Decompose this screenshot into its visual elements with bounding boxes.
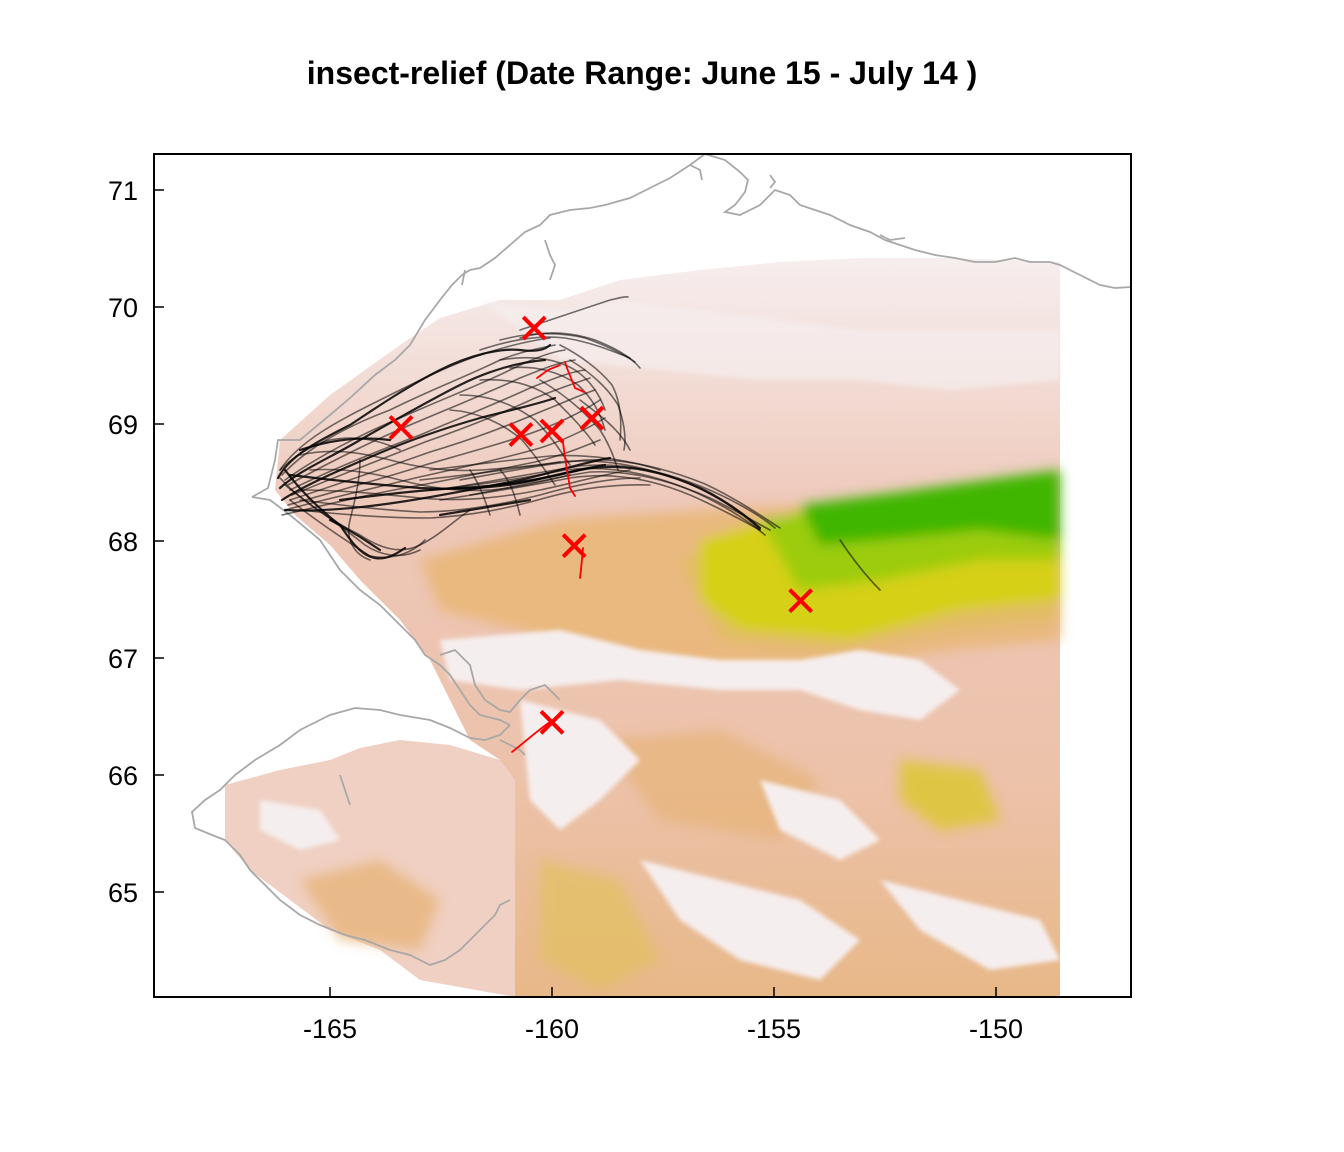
site-marker xyxy=(388,415,414,440)
site-marker xyxy=(508,422,534,447)
y-tick-label: 69 xyxy=(108,410,138,440)
site-marker xyxy=(539,418,565,444)
site-marker xyxy=(561,533,587,559)
y-tick-label: 67 xyxy=(108,644,138,674)
y-axis: 71 70 69 68 67 66 65 xyxy=(108,176,164,908)
site-marker xyxy=(521,315,547,341)
x-tick-label: -155 xyxy=(747,1014,801,1044)
x-tick-label: -150 xyxy=(969,1014,1023,1044)
highlight-tracks xyxy=(511,361,585,753)
y-tick-label: 70 xyxy=(108,293,138,323)
plot-frame xyxy=(153,153,1132,998)
x-tick-label: -160 xyxy=(525,1014,579,1044)
relief-lowlands xyxy=(260,300,1060,980)
site-marker xyxy=(579,405,605,431)
chart-title: insect-relief (Date Range: June 15 - Jul… xyxy=(306,55,978,91)
map-area xyxy=(191,154,1131,997)
y-tick-label: 66 xyxy=(108,761,138,791)
animal-tracks-bold xyxy=(276,343,762,560)
y-tick-label: 65 xyxy=(108,878,138,908)
y-tick-label: 68 xyxy=(108,527,138,557)
x-tick-label: -165 xyxy=(303,1014,357,1044)
site-marker xyxy=(788,588,814,614)
marker-layer xyxy=(388,315,814,735)
y-tick-label: 71 xyxy=(108,176,138,206)
coastline xyxy=(191,154,1131,966)
site-marker xyxy=(539,709,565,735)
x-axis: -165 -160 -155 -150 xyxy=(303,987,1023,1044)
